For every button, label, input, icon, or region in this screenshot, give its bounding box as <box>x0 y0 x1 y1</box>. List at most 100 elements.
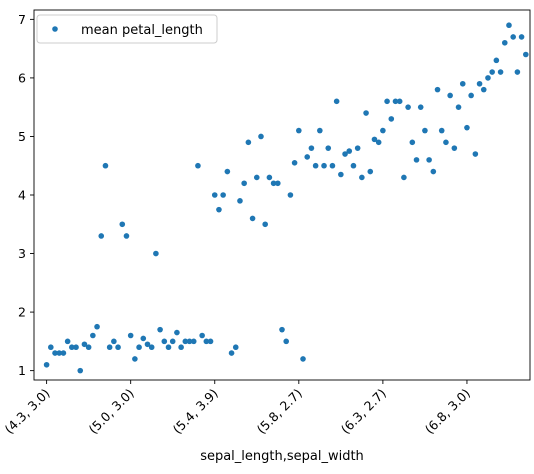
data-point <box>317 127 323 134</box>
data-point <box>455 104 462 110</box>
data-point <box>308 145 315 151</box>
data-point <box>56 350 63 356</box>
x-axis-label: sepal_length,sepal_width <box>200 449 364 464</box>
data-point <box>354 145 361 151</box>
data-point <box>409 139 416 146</box>
data-point <box>510 34 516 40</box>
legend-box <box>36 14 218 44</box>
legend-label: mean petal_length <box>81 23 203 38</box>
data-point <box>60 350 67 356</box>
data-point <box>258 133 264 140</box>
data-point <box>480 86 487 93</box>
data-point <box>443 139 449 146</box>
data-point <box>342 151 348 157</box>
data-point <box>64 338 71 345</box>
data-point <box>169 338 176 345</box>
data-point <box>182 338 189 345</box>
data-point <box>262 221 268 228</box>
data-point <box>161 338 168 345</box>
legend: mean petal_length <box>36 14 218 44</box>
data-point <box>119 221 126 228</box>
data-point <box>132 356 138 362</box>
data-point <box>90 332 96 339</box>
data-point <box>459 80 466 87</box>
data-point <box>211 192 218 198</box>
data-point <box>363 110 369 116</box>
data-point <box>48 344 54 351</box>
y-tick-label: 6 <box>18 70 26 85</box>
data-point <box>228 350 235 356</box>
x-tick-label: (4.3, 3.0) <box>1 386 52 437</box>
data-point <box>245 139 252 146</box>
data-point <box>485 75 491 81</box>
data-point <box>73 344 79 351</box>
data-point <box>338 171 344 178</box>
data-point <box>312 162 319 169</box>
data-point <box>253 174 260 181</box>
x-tick-label: (6.8, 3.0) <box>422 386 473 437</box>
data-point <box>237 198 243 204</box>
data-point <box>270 180 277 187</box>
axis-ticks: 1 2 3 4 5 6 7 (4.3, 3.0) (5.0, 3.0) (5.4, 3.9) (5.… <box>1 12 473 437</box>
data-point <box>350 162 357 169</box>
data-point <box>241 180 247 187</box>
data-point <box>438 127 445 134</box>
data-point <box>174 329 180 336</box>
y-tick-label: 3 <box>18 246 26 261</box>
x-tick-label: (5.8, 2.7) <box>254 386 305 437</box>
data-point <box>220 192 226 198</box>
data-point <box>426 157 432 163</box>
data-point <box>514 69 521 75</box>
data-point <box>375 139 382 146</box>
data-point <box>359 174 365 181</box>
data-point <box>207 338 214 345</box>
data-point <box>283 338 290 345</box>
data-point <box>94 323 100 330</box>
data-point <box>127 332 134 339</box>
data-point <box>199 332 205 339</box>
y-tick-label: 4 <box>18 188 26 203</box>
data-point <box>468 92 474 99</box>
data-point <box>157 326 163 333</box>
data-point <box>266 174 273 181</box>
x-tick-label: (6.3, 2.7) <box>338 386 389 437</box>
data-point <box>417 104 424 110</box>
data-point <box>472 151 479 157</box>
data-point <box>304 154 311 160</box>
x-tick-label: (5.4, 3.9) <box>170 386 221 437</box>
data-point <box>275 180 281 187</box>
data-point <box>43 361 50 368</box>
data-point <box>178 344 184 351</box>
data-point <box>501 39 508 46</box>
data-point <box>203 338 210 345</box>
y-tick-label: 2 <box>18 305 26 320</box>
data-point <box>106 344 113 351</box>
data-point <box>148 344 155 351</box>
data-point <box>497 69 504 75</box>
data-point <box>396 98 403 105</box>
data-point <box>111 338 117 345</box>
data-point <box>367 168 374 175</box>
x-tick-label: (5.0, 3.0) <box>86 386 137 437</box>
data-point <box>81 341 88 348</box>
data-point <box>422 127 428 134</box>
data-point <box>346 148 353 154</box>
data-point <box>451 145 458 151</box>
data-point <box>506 22 512 29</box>
data-point <box>165 344 172 351</box>
data-point <box>321 162 327 169</box>
data-point <box>98 233 105 239</box>
data-point <box>380 127 386 134</box>
data-point <box>216 206 222 213</box>
data-point <box>153 250 159 257</box>
data-point <box>85 344 92 351</box>
data-point <box>144 341 151 348</box>
data-point <box>77 367 84 374</box>
data-point <box>401 174 407 181</box>
data-point <box>102 162 109 169</box>
data-point <box>392 98 399 105</box>
data-point <box>476 80 483 87</box>
data-point <box>123 233 130 239</box>
data-point <box>384 98 390 105</box>
